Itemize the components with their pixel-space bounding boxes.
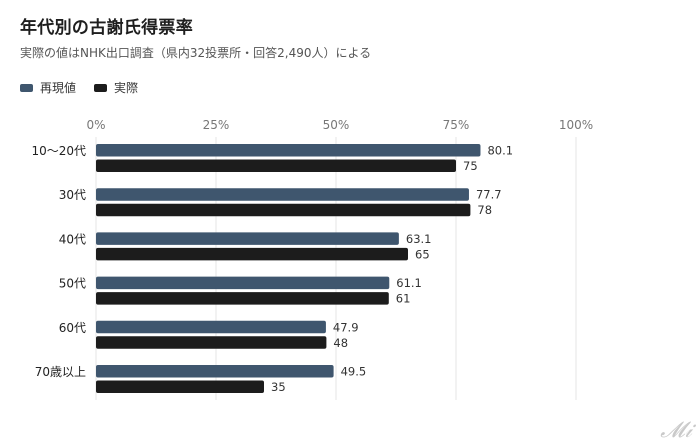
bar-series-a [96, 276, 390, 290]
x-tick-label: 100% [559, 118, 593, 132]
category-label: 40代 [59, 232, 86, 246]
data-label: 61.1 [396, 276, 422, 290]
bar-series-b [96, 203, 471, 217]
data-label: 47.9 [333, 320, 359, 334]
bar-series-a [96, 144, 481, 157]
bar-series-b [96, 336, 327, 349]
data-label: 78 [477, 203, 492, 217]
data-label: 61 [396, 292, 411, 306]
legend: 再現値 実際 [20, 79, 138, 96]
data-label: 65 [415, 247, 430, 261]
legend-label-series-b: 実際 [114, 81, 139, 95]
data-label: 63.1 [406, 232, 432, 246]
x-tick-label: 50% [323, 118, 350, 132]
category-label: 50代 [59, 277, 86, 291]
bar-series-b [96, 380, 264, 393]
legend-item-series-b: 実際 [94, 79, 138, 96]
bar-series-b [96, 247, 408, 261]
data-label: 48 [333, 336, 348, 350]
bar-series-a [96, 188, 469, 201]
x-tick-label: 25% [203, 118, 230, 132]
chart-title: 年代別の古謝氏得票率 [20, 18, 193, 38]
data-label: 77.7 [476, 188, 502, 202]
bar-series-b [96, 159, 456, 172]
bar-series-b [96, 292, 389, 305]
bar-series-a [96, 365, 334, 378]
legend-swatch-series-a [20, 83, 33, 92]
chart-subtitle: 実際の値はNHK出口調査（県内32投票所・回答2,490人）による [20, 46, 372, 60]
category-label: 60代 [59, 321, 86, 335]
category-label: 10〜20代 [31, 144, 86, 158]
watermark-logo: 𝓜𝒾 [660, 418, 692, 443]
x-tick-label: 75% [443, 118, 470, 132]
data-label: 49.5 [341, 365, 367, 379]
category-label: 30代 [59, 188, 86, 202]
x-tick-label: 0% [86, 118, 105, 132]
bar-series-a [96, 320, 326, 334]
bar-series-a [96, 232, 399, 245]
legend-item-series-a: 再現値 [20, 79, 76, 96]
category-label: 70歳以上 [35, 365, 86, 379]
data-label: 75 [463, 159, 478, 173]
data-label: 80.1 [487, 144, 513, 158]
legend-label-series-a: 再現値 [40, 81, 77, 95]
data-label: 35 [271, 380, 286, 394]
legend-swatch-series-b [94, 83, 108, 92]
